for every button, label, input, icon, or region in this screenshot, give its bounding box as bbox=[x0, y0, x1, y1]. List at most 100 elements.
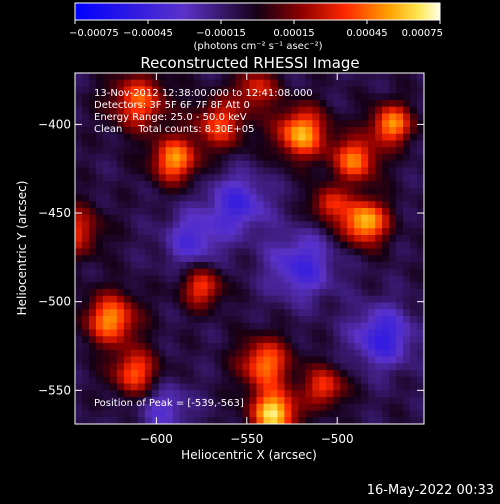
heatmap-cell bbox=[298, 93, 306, 101]
heatmap-cell bbox=[284, 383, 292, 391]
heatmap-cell bbox=[326, 397, 334, 405]
heatmap-cell bbox=[235, 343, 244, 351]
heatmap-cell bbox=[221, 133, 230, 142]
heatmap-cell bbox=[410, 208, 418, 216]
heatmap-cell bbox=[368, 343, 376, 351]
heatmap-cell bbox=[249, 262, 258, 270]
heatmap-cell bbox=[228, 221, 237, 229]
heatmap-cell bbox=[130, 248, 139, 256]
heatmap-cell bbox=[389, 309, 397, 317]
x-tick-label: −600 bbox=[140, 432, 173, 446]
heatmap-cell bbox=[319, 241, 327, 250]
heatmap-cell bbox=[242, 235, 251, 243]
heatmap-cell bbox=[368, 262, 376, 270]
heatmap-cell bbox=[235, 167, 244, 175]
heatmap-cell bbox=[95, 201, 104, 209]
heatmap-cell bbox=[382, 228, 390, 236]
heatmap-cell bbox=[200, 349, 209, 358]
heatmap-cell bbox=[109, 302, 118, 310]
heatmap-cell bbox=[361, 255, 369, 263]
heatmap-cell bbox=[151, 383, 160, 391]
heatmap-cell bbox=[417, 235, 424, 243]
heatmap-cell bbox=[347, 383, 355, 391]
heatmap-cell bbox=[165, 343, 174, 351]
heatmap-cell bbox=[151, 228, 160, 236]
heatmap-cell bbox=[151, 174, 160, 182]
heatmap-cell bbox=[179, 127, 188, 135]
heatmap-cell bbox=[256, 86, 265, 94]
heatmap-cell bbox=[403, 187, 411, 196]
heatmap-cell bbox=[389, 194, 397, 202]
heatmap-cell bbox=[410, 106, 418, 115]
heatmap-cell bbox=[277, 376, 285, 385]
heatmap-cell bbox=[249, 383, 258, 391]
heatmap-cell bbox=[228, 383, 237, 391]
heatmap-cell bbox=[151, 403, 160, 412]
heatmap-cell bbox=[81, 120, 90, 128]
heatmap-cell bbox=[200, 309, 209, 317]
heatmap-cell bbox=[186, 289, 195, 297]
heatmap-cell bbox=[123, 329, 132, 337]
heatmap-cell bbox=[389, 262, 397, 270]
heatmap-cell bbox=[270, 349, 279, 358]
heatmap-cell bbox=[375, 140, 383, 148]
heatmap-cell bbox=[263, 370, 272, 378]
heatmap-cell bbox=[270, 174, 279, 182]
heatmap-cell bbox=[186, 383, 195, 391]
heatmap-cell bbox=[144, 120, 153, 128]
heatmap-cell bbox=[186, 93, 195, 101]
heatmap-cell bbox=[347, 309, 355, 317]
heatmap-cell bbox=[116, 167, 125, 175]
heatmap-cell bbox=[165, 93, 174, 101]
heatmap-cell bbox=[137, 73, 146, 81]
heatmap-cell bbox=[221, 221, 230, 229]
heatmap-cell bbox=[137, 214, 146, 223]
heatmap-cell bbox=[305, 86, 313, 94]
heatmap-cell bbox=[221, 363, 230, 371]
heatmap-cell bbox=[207, 106, 216, 115]
heatmap-cell bbox=[263, 262, 272, 270]
heatmap-cell bbox=[375, 106, 383, 115]
heatmap-cell bbox=[284, 154, 292, 162]
heatmap-cell bbox=[375, 383, 383, 391]
heatmap-cell bbox=[396, 356, 404, 364]
heatmap-cell bbox=[144, 322, 153, 331]
heatmap-cell bbox=[410, 322, 418, 331]
heatmap-cell bbox=[417, 390, 424, 398]
heatmap-cell bbox=[389, 208, 397, 216]
heatmap-cell bbox=[410, 316, 418, 324]
heatmap-cell bbox=[354, 147, 362, 155]
heatmap-cell bbox=[389, 322, 397, 331]
heatmap-cell bbox=[116, 417, 125, 424]
heatmap-cell bbox=[214, 376, 223, 385]
heatmap-cell bbox=[200, 86, 209, 94]
heatmap-cell bbox=[263, 397, 272, 405]
heatmap-cell bbox=[382, 295, 390, 304]
heatmap-cell bbox=[116, 73, 125, 81]
heatmap-cell bbox=[186, 113, 195, 121]
heatmap-cell bbox=[410, 268, 418, 277]
heatmap-cell bbox=[263, 140, 272, 148]
heatmap-cell bbox=[242, 201, 251, 209]
heatmap-cell bbox=[347, 235, 355, 243]
heatmap-cell bbox=[193, 167, 202, 175]
heatmap-cell bbox=[389, 174, 397, 182]
heatmap-cell bbox=[270, 154, 279, 162]
heatmap-cell bbox=[326, 295, 334, 304]
heatmap-cell bbox=[256, 376, 265, 385]
heatmap-cell bbox=[270, 403, 279, 412]
heatmap-cell bbox=[410, 147, 418, 155]
heatmap-cell bbox=[75, 316, 83, 324]
heatmap-cell bbox=[270, 309, 279, 317]
heatmap-cell bbox=[75, 275, 83, 283]
heatmap-cell bbox=[109, 228, 118, 236]
heatmap-cell bbox=[410, 255, 418, 263]
heatmap-cell bbox=[284, 329, 292, 337]
heatmap-cell bbox=[284, 255, 292, 263]
heatmap-cell bbox=[116, 106, 125, 115]
heatmap-cell bbox=[375, 417, 383, 424]
heatmap-cell bbox=[172, 133, 181, 142]
heatmap-cell bbox=[256, 187, 265, 196]
heatmap-cell bbox=[116, 302, 125, 310]
heatmap-cell bbox=[368, 147, 376, 155]
